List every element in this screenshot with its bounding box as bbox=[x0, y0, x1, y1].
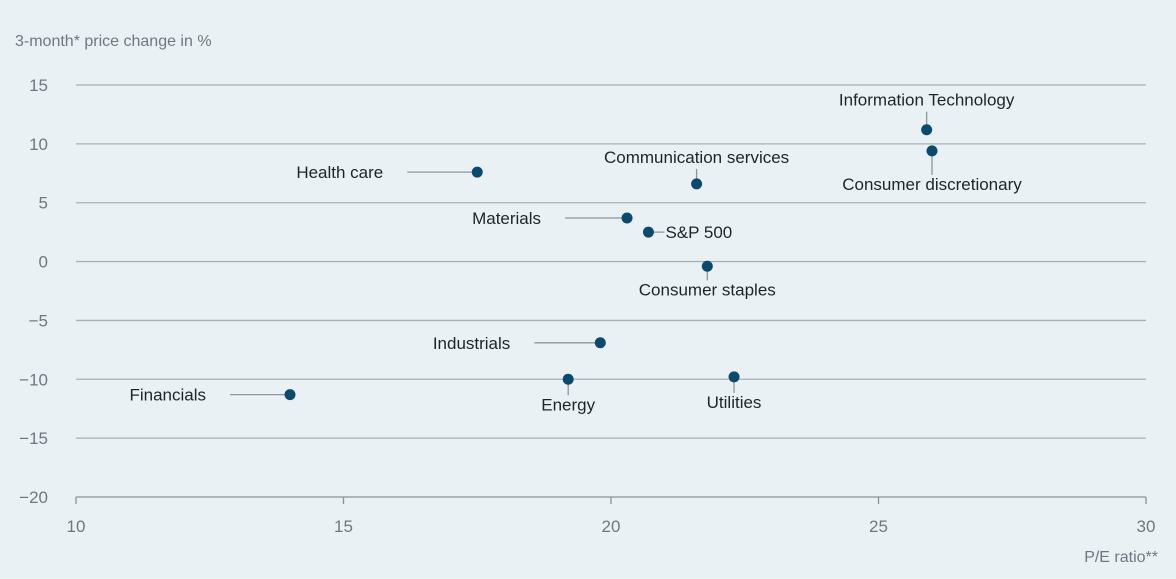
data-point bbox=[921, 124, 933, 136]
data-point bbox=[594, 337, 606, 349]
point-label: Industrials bbox=[433, 334, 510, 353]
data-point bbox=[728, 371, 740, 383]
data-point bbox=[284, 389, 296, 401]
data-point bbox=[691, 178, 703, 190]
x-tick-label: 30 bbox=[1137, 517, 1156, 536]
point-label: Financials bbox=[129, 386, 206, 405]
data-point bbox=[471, 166, 483, 178]
data-points bbox=[284, 124, 938, 401]
y-tick-label: 5 bbox=[39, 194, 48, 213]
x-tick-label: 25 bbox=[869, 517, 888, 536]
point-label: Communication services bbox=[604, 148, 789, 167]
point-label: Health care bbox=[296, 163, 383, 182]
y-tick-label: −20 bbox=[19, 488, 48, 507]
point-label: Energy bbox=[541, 395, 595, 414]
data-point bbox=[621, 212, 633, 224]
data-point bbox=[642, 226, 654, 238]
data-point bbox=[701, 260, 713, 272]
y-axis-title: 3-month* price change in % bbox=[15, 33, 212, 50]
leader-lines bbox=[230, 111, 933, 396]
x-tick-label: 20 bbox=[602, 517, 621, 536]
point-label: Materials bbox=[472, 209, 541, 228]
y-tick-label: −5 bbox=[29, 311, 48, 330]
point-label: Information Technology bbox=[839, 91, 1015, 110]
point-labels: Information Technology Consumer discretio… bbox=[129, 91, 1022, 415]
point-label: Consumer discretionary bbox=[842, 175, 1022, 194]
point-label: Consumer staples bbox=[639, 280, 776, 299]
x-tick-label: 15 bbox=[334, 517, 353, 536]
y-tick-label: 10 bbox=[29, 135, 48, 154]
data-point bbox=[562, 373, 574, 385]
data-point bbox=[926, 145, 938, 157]
y-tick-label: 15 bbox=[29, 76, 48, 95]
x-axis: 10 15 20 25 30 bbox=[67, 496, 1156, 536]
point-label: S&P 500 bbox=[665, 223, 732, 242]
y-tick-label: −10 bbox=[19, 370, 48, 389]
y-tick-label: −15 bbox=[19, 429, 48, 448]
grid bbox=[76, 84, 1146, 439]
x-tick-label: 10 bbox=[67, 517, 86, 536]
x-axis-title: P/E ratio** bbox=[1084, 549, 1158, 566]
point-label: Utilities bbox=[707, 393, 762, 412]
y-tick-labels: 15 10 5 0 −5 −10 −15 −20 bbox=[19, 76, 48, 507]
y-tick-label: 0 bbox=[39, 253, 48, 272]
